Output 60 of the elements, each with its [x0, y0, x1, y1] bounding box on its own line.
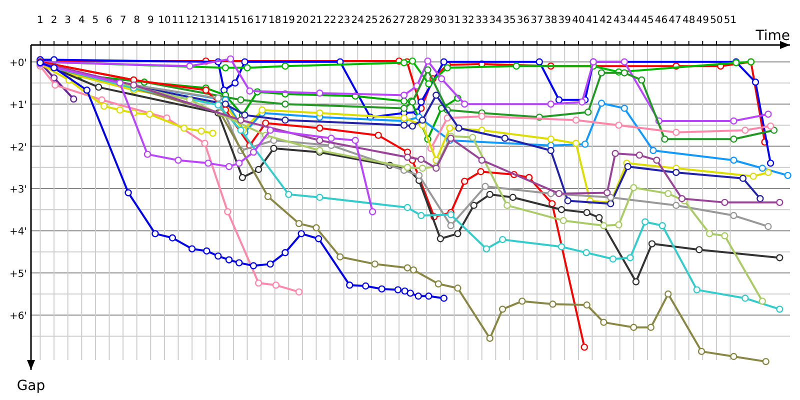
x-tick-label: 45	[641, 15, 654, 26]
x-tick-label: 32	[462, 15, 474, 26]
x-tick-label: 39	[558, 15, 572, 26]
x-tick-label: 2	[50, 15, 58, 26]
x-tick-label: 31	[448, 15, 461, 26]
x-tick-label: 49	[696, 15, 710, 26]
x-tick-label: 14	[213, 15, 226, 26]
x-tick-label: 13	[199, 15, 212, 26]
x-tick-label: 17	[254, 15, 268, 26]
x-tick-label: 19	[282, 15, 296, 26]
y-tick-label: +1'	[10, 100, 27, 112]
x-tick-label: 29	[420, 15, 434, 26]
x-tick-label: 22	[324, 15, 336, 26]
x-tick-label: 40	[572, 15, 585, 26]
x-tick-label: 26	[378, 15, 392, 26]
x-tick-label: 10	[158, 15, 171, 26]
x-tick-label: 35	[503, 15, 516, 26]
x-tick-label: 34	[489, 15, 502, 26]
x-axis-title: Time	[754, 28, 790, 44]
x-tick-label: 5	[92, 15, 99, 26]
y-tick-label: +5'	[10, 268, 27, 280]
x-tick-label: 50	[710, 15, 723, 26]
x-tick-label: 12	[186, 15, 198, 26]
x-tick-label: 38	[544, 15, 558, 26]
y-tick-label: +4'	[10, 226, 27, 238]
x-tick-label: 20	[296, 15, 309, 26]
x-tick-label: 41	[586, 15, 599, 26]
x-tick-label: 25	[365, 15, 378, 26]
y-axis-title: Gap	[16, 378, 46, 394]
x-tick-label: 21	[310, 15, 323, 26]
x-tick-label: 16	[240, 15, 254, 26]
x-tick-label: 47	[668, 15, 682, 26]
x-tick-label: 28	[406, 15, 420, 26]
x-tick-label: 11	[172, 15, 185, 26]
x-tick-label: 4	[78, 15, 85, 26]
x-tick-label: 42	[600, 15, 612, 26]
x-tick-label: 43	[613, 15, 626, 26]
x-tick-label: 44	[627, 15, 640, 26]
y-tick-label: +3'	[10, 184, 27, 196]
x-tick-label: 27	[392, 15, 406, 26]
y-tick-label: +6'	[10, 311, 27, 322]
x-tick-label: 9	[147, 15, 154, 26]
x-tick-label: 6	[106, 15, 112, 26]
x-tick-label: 18	[268, 15, 282, 26]
x-tick-label: 37	[530, 15, 544, 26]
y-tick-label: +0'	[10, 58, 27, 69]
y-tick-label: +2'	[10, 142, 27, 154]
x-tick-label: 8	[134, 15, 140, 26]
x-tick-label: 3	[64, 15, 72, 26]
x-tick-label: 48	[682, 15, 696, 26]
x-tick-label: 51	[724, 15, 737, 26]
x-tick-label: 7	[120, 15, 126, 26]
x-tick-label: 33	[475, 15, 488, 26]
x-tick-label: 1	[37, 15, 44, 26]
x-tick-label: 15	[227, 15, 240, 26]
x-tick-label: 30	[434, 15, 447, 26]
x-tick-label: 36	[516, 15, 530, 26]
x-tick-label: 23	[337, 15, 350, 26]
x-tick-label: 24	[351, 15, 364, 26]
x-tick-label: 46	[654, 15, 668, 26]
